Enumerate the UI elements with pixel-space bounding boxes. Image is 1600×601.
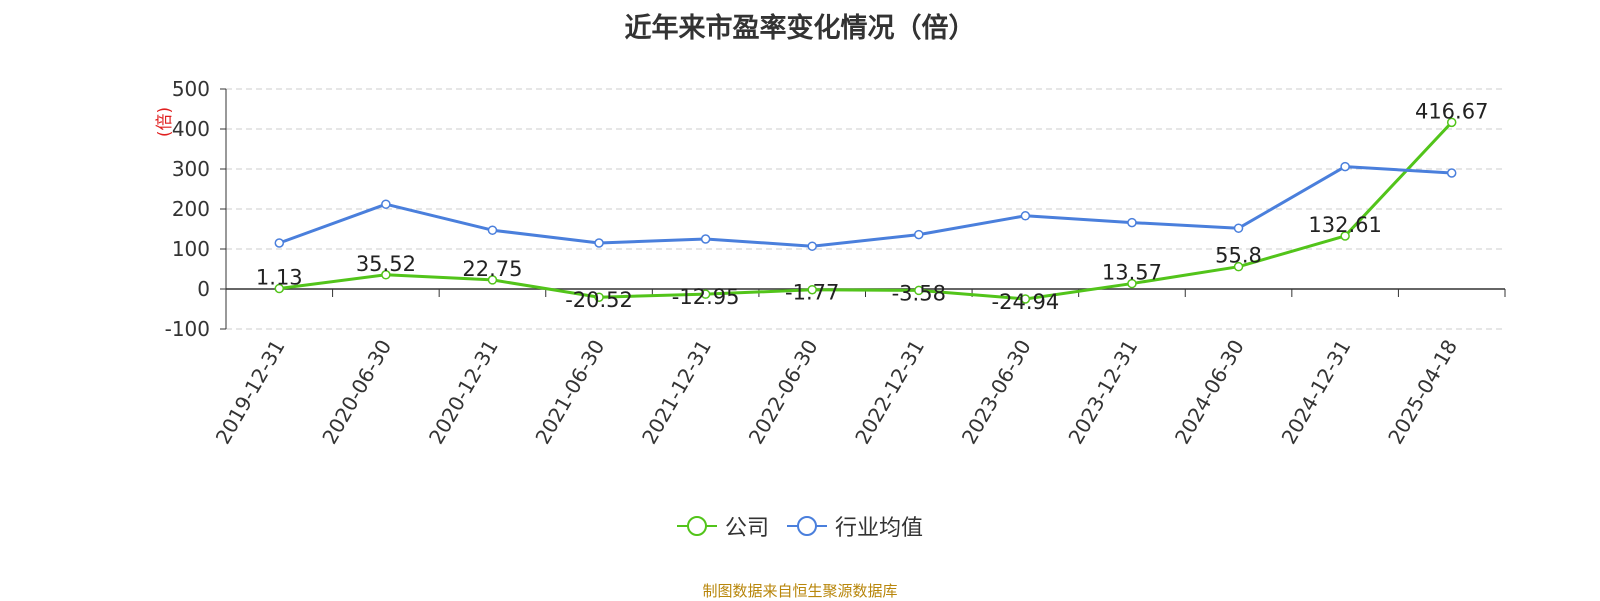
data-label: -3.58: [892, 281, 946, 305]
data-point: [487, 225, 498, 235]
x-tick-label: 2022-06-30: [744, 336, 823, 449]
data-label: 55.8: [1215, 244, 1262, 268]
series-line-1: [278, 165, 1452, 248]
data-label: 416.67: [1415, 99, 1488, 123]
data-point: [1233, 261, 1244, 272]
data-point: [487, 275, 498, 285]
data-point: [381, 199, 391, 209]
y-tick-label: 100: [172, 237, 210, 261]
data-label: 1.13: [256, 266, 303, 290]
data-point: [807, 284, 817, 295]
data-label: -20.52: [565, 288, 633, 312]
data-point: [1127, 278, 1137, 289]
y-tick-label: 0: [197, 277, 210, 301]
x-tick-label: 2021-12-31: [637, 336, 716, 449]
data-point: [594, 238, 604, 248]
data-label: -1.77: [785, 281, 839, 305]
data-point: [700, 289, 711, 299]
data-point: [1340, 231, 1350, 241]
y-tick-label: 200: [172, 197, 210, 221]
y-axis-label: (倍): [155, 107, 175, 137]
chart-title: 近年来市盈率变化情况（倍）: [624, 13, 976, 44]
data-label: 22.75: [462, 257, 522, 281]
y-tick-label: 300: [172, 157, 210, 181]
data-point: [1340, 161, 1350, 172]
data-point: [381, 270, 391, 280]
grid-lines: [226, 88, 1505, 330]
y-tick-label: -100: [165, 317, 210, 341]
data-label: -24.94: [992, 290, 1060, 314]
legend-item-industry-avg[interactable]: 行业均值: [787, 510, 923, 542]
x-tick-label: 2025-04-18: [1383, 336, 1462, 449]
x-tick-label: 2024-06-30: [1170, 336, 1249, 449]
data-point: [1020, 294, 1031, 304]
data-label: 35.52: [356, 252, 416, 276]
source-note: 制图数据来自恒生聚源数据库: [702, 582, 898, 600]
x-tick-label: 2023-12-31: [1063, 336, 1142, 449]
series-line-0: [279, 121, 1453, 301]
legend-marker-company-icon: [676, 516, 717, 536]
y-tick-label: 400: [172, 117, 210, 141]
x-tick-label: 2019-12-31: [211, 336, 290, 449]
legend-label-company: 公司: [724, 516, 769, 541]
series-lines: [274, 117, 1457, 304]
legend-label-industry-avg: 行业均值: [835, 516, 924, 541]
x-tick-label: 2020-12-31: [424, 336, 503, 449]
x-tick-label: 2022-12-31: [850, 336, 929, 449]
data-label: 13.57: [1102, 261, 1162, 285]
data-point: [1233, 223, 1244, 233]
data-point: [1020, 211, 1031, 221]
data-point: [807, 241, 817, 251]
data-point: [1446, 168, 1457, 178]
legend-item-company[interactable]: 公司: [676, 510, 769, 542]
data-point: [594, 292, 604, 302]
x-tick-label: 2023-06-30: [957, 336, 1036, 449]
y-tick-label: 500: [172, 77, 210, 101]
legend: 公司 行业均值: [0, 510, 1600, 542]
data-point: [1446, 117, 1457, 128]
legend-marker-industry-avg-icon: [787, 516, 827, 536]
data-point: [1127, 217, 1137, 228]
data-label: -12.95: [672, 285, 740, 309]
x-tick-label: 2024-12-31: [1277, 336, 1356, 449]
x-tick-label: 2020-06-30: [317, 336, 396, 449]
data-point: [914, 285, 924, 296]
data-point: [274, 238, 285, 248]
data-label: 132.61: [1308, 213, 1381, 237]
x-tick-label: 2021-06-30: [530, 336, 609, 449]
data-point: [700, 234, 711, 244]
data-labels: 1.13 35.52 22.75 -20.52 -12.95 -1.77 -3.58 -24.…: [256, 99, 1489, 314]
data-point: [274, 283, 285, 294]
data-point: [914, 229, 924, 240]
